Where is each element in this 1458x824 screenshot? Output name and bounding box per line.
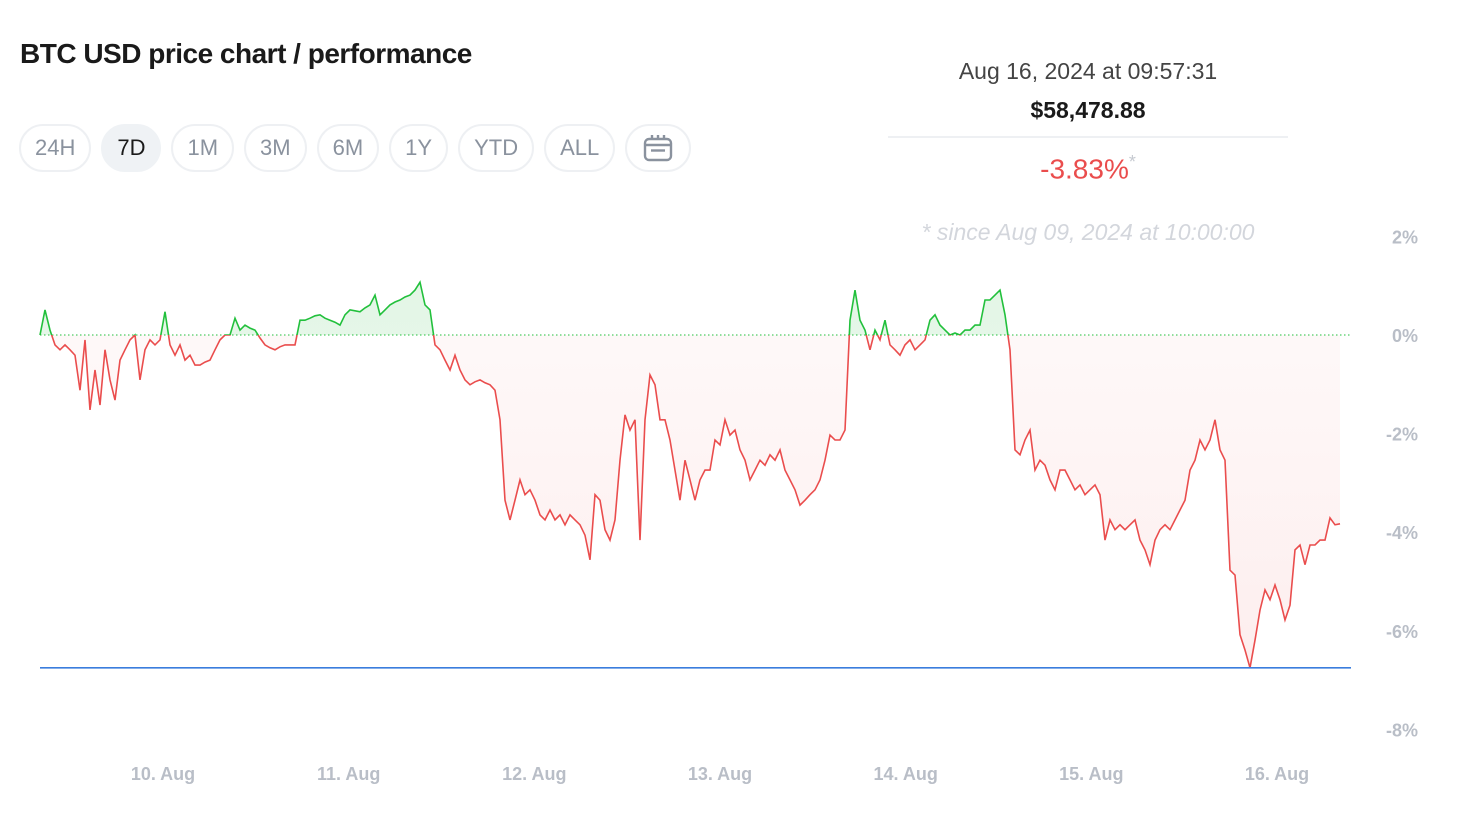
price-info: Aug 16, 2024 at 09:57:31 $58,478.88 -3.8… [888,56,1288,185]
x-tick-label: 13. Aug [688,764,752,784]
range-3m-button[interactable]: 3M [244,124,307,172]
range-24h-button[interactable]: 24H [19,124,92,172]
custom-range-button[interactable] [625,124,692,172]
percent-change: -3.83%* [888,152,1288,185]
x-tick-label: 16. Aug [1245,764,1309,784]
y-tick-label: -6% [1386,622,1418,642]
hover-date: Aug 16, 2024 at 09:57:31 [958,58,1218,84]
range-selector: 24H 7D 1M 3M 6M 1Y YTD ALL [19,124,692,172]
divider [888,136,1288,138]
range-1m-button[interactable]: 1M [171,124,235,172]
gain-area [40,282,1340,335]
range-1y-button[interactable]: 1Y [389,124,449,172]
x-tick-label: 12. Aug [502,764,566,784]
y-tick-label: 2% [1392,227,1418,247]
series-line-gain [39,280,1009,335]
since-note: * since Aug 09, 2024 at 10:00:00 [921,219,1255,245]
x-tick-label: 10. Aug [131,764,195,784]
range-7d-button[interactable]: 7D [101,124,162,172]
range-all-button[interactable]: ALL [544,124,616,172]
y-tick-label: -4% [1386,523,1418,543]
series-line-loss [40,335,1341,669]
loss-area [40,335,1340,668]
y-tick-label: 0% [1392,326,1418,346]
x-tick-label: 15. Aug [1059,764,1123,784]
y-tick-label: -2% [1386,425,1418,445]
range-6m-button[interactable]: 6M [316,124,380,172]
page-title: BTC USD price chart / performance [20,38,472,69]
footnote-marker: * [1128,152,1136,172]
hover-price: $58,478.88 [1030,97,1146,123]
calendar-icon [644,135,673,162]
x-tick-label: 11. Aug [317,764,380,784]
range-ytd-button[interactable]: YTD [458,124,535,172]
x-tick-label: 14. Aug [874,764,938,784]
y-tick-label: -8% [1386,720,1418,740]
percent-change-value: -3.83% [1040,153,1129,185]
